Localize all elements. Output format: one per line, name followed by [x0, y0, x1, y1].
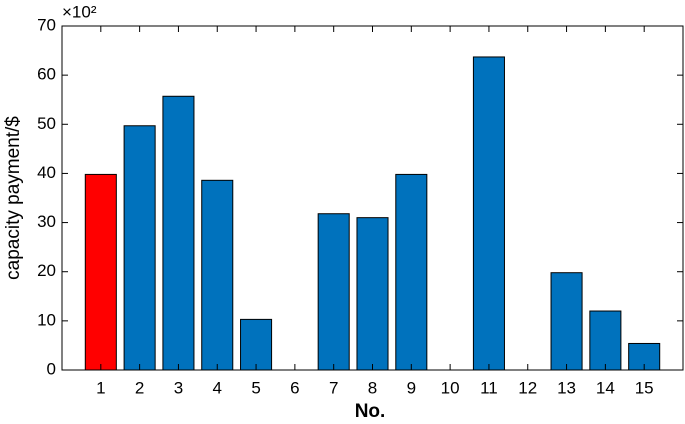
x-tick-label: 1 [96, 378, 105, 397]
bar [589, 310, 622, 371]
bar [472, 56, 505, 371]
x-tick-label: 14 [596, 378, 615, 397]
y-tick-label: 50 [37, 114, 56, 133]
y-multiplier: ×10² [62, 2, 97, 21]
y-tick-label: 60 [37, 65, 56, 84]
x-tick-label: 12 [518, 378, 537, 397]
y-tick-label: 40 [37, 163, 56, 182]
x-tick-label: 7 [329, 378, 338, 397]
bar [240, 318, 273, 371]
bar [162, 95, 195, 371]
y-tick-label: 20 [37, 261, 56, 280]
y-tick-label: 10 [37, 310, 56, 329]
y-axis-label: capacity payment/$ [3, 116, 24, 280]
bar [201, 179, 234, 371]
x-tick-label: 4 [213, 378, 222, 397]
x-tick-label: 5 [251, 378, 260, 397]
x-tick-label: 15 [635, 378, 654, 397]
bar [356, 217, 389, 371]
x-tick-label: 2 [135, 378, 144, 397]
bar [123, 125, 156, 371]
x-tick-label: 8 [368, 378, 377, 397]
x-tick-label: 13 [557, 378, 576, 397]
bar [84, 173, 117, 371]
y-tick-label: 70 [37, 15, 56, 34]
y-tick-label: 0 [47, 359, 56, 378]
y-tick-label: 30 [37, 212, 56, 231]
x-tick-label: 10 [441, 378, 460, 397]
x-tick-label: 6 [290, 378, 299, 397]
x-tick-label: 3 [174, 378, 183, 397]
bar [550, 272, 583, 371]
x-axis-label: No. [355, 401, 386, 422]
bar [317, 213, 350, 371]
x-tick-label: 9 [407, 378, 416, 397]
bar [395, 173, 428, 371]
x-tick-label: 11 [480, 378, 498, 397]
